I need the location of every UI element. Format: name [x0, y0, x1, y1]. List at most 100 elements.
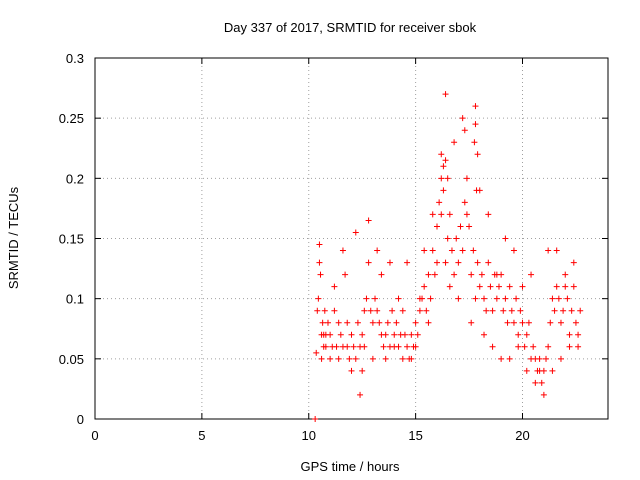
data-point — [378, 271, 385, 278]
data-point — [327, 355, 334, 362]
data-point — [365, 259, 372, 266]
axis-ticks — [94, 57, 608, 420]
data-point — [451, 271, 458, 278]
data-point — [425, 271, 432, 278]
data-point — [401, 331, 408, 338]
data-point — [440, 163, 447, 170]
data-point — [391, 331, 398, 338]
data-point — [421, 247, 428, 254]
data-point — [431, 271, 438, 278]
data-point — [493, 271, 500, 278]
data-point — [412, 319, 419, 326]
data-point — [476, 283, 483, 290]
data-point — [337, 331, 344, 338]
data-point — [483, 307, 490, 314]
data-point — [472, 103, 479, 110]
x-tick-label: 10 — [302, 428, 316, 443]
data-point — [498, 355, 505, 362]
data-point — [566, 343, 573, 350]
data-point — [434, 259, 440, 266]
data-point — [376, 319, 383, 326]
data-point — [577, 307, 584, 314]
data-point — [453, 235, 460, 242]
data-point — [528, 271, 535, 278]
data-point — [320, 331, 327, 338]
y-tick-label: 0.1 — [66, 292, 84, 307]
data-point — [317, 271, 324, 278]
y-tick-label: 0 — [77, 412, 84, 427]
data-point — [324, 319, 331, 326]
data-point — [315, 295, 322, 302]
data-point — [489, 307, 496, 314]
data-point — [564, 295, 571, 302]
data-point — [466, 223, 473, 230]
data-point — [438, 151, 445, 158]
data-point — [470, 247, 477, 254]
grid — [95, 58, 608, 419]
data-point — [538, 379, 545, 386]
data-point — [429, 211, 436, 218]
data-point — [536, 355, 543, 362]
data-point — [321, 307, 328, 314]
data-point — [510, 319, 517, 326]
data-point — [359, 367, 366, 374]
data-point — [352, 229, 359, 236]
data-point — [384, 319, 391, 326]
data-point — [461, 127, 468, 134]
data-point — [380, 343, 387, 350]
data-point — [513, 295, 520, 302]
data-point — [369, 319, 376, 326]
y-tick-label: 0.25 — [59, 111, 84, 126]
data-point — [389, 307, 396, 314]
x-axis-title: GPS time / hours — [301, 459, 400, 474]
data-point — [335, 319, 342, 326]
data-point — [367, 307, 374, 314]
data-point — [530, 343, 537, 350]
data-point — [331, 307, 338, 314]
data-point — [553, 247, 560, 254]
data-point — [485, 259, 492, 266]
data-point — [344, 343, 351, 350]
data-point — [523, 331, 530, 338]
data-point — [515, 343, 522, 350]
data-point — [504, 319, 511, 326]
data-point — [551, 307, 558, 314]
y-tick-label: 0.15 — [59, 232, 84, 247]
data-series — [312, 91, 584, 422]
data-point — [393, 319, 400, 326]
data-point — [557, 355, 564, 362]
data-point — [342, 271, 349, 278]
data-point — [361, 343, 368, 350]
y-tick-label: 0.2 — [66, 171, 84, 186]
chart-title: Day 337 of 2017, SRMTID for receiver sbo… — [224, 20, 477, 35]
data-point — [532, 379, 539, 386]
data-point — [372, 295, 379, 302]
data-point — [316, 241, 323, 248]
data-point — [463, 175, 470, 182]
data-point — [485, 211, 492, 218]
data-point — [459, 115, 466, 122]
data-point — [421, 283, 428, 290]
data-point — [352, 355, 359, 362]
data-point — [519, 319, 526, 326]
data-point — [312, 416, 319, 422]
data-point — [313, 349, 320, 356]
data-point — [562, 283, 569, 290]
data-point — [442, 91, 449, 98]
data-point — [508, 307, 515, 314]
data-point — [547, 319, 554, 326]
data-point — [386, 259, 393, 266]
data-point — [572, 319, 579, 326]
data-point — [399, 307, 406, 314]
data-point — [502, 235, 509, 242]
data-point — [471, 139, 478, 146]
data-point — [399, 355, 406, 362]
data-point — [374, 247, 381, 254]
data-point — [369, 355, 376, 362]
data-point — [412, 343, 419, 350]
data-point — [459, 247, 466, 254]
data-point — [365, 217, 372, 224]
data-point — [316, 259, 323, 266]
data-point — [540, 391, 547, 398]
data-point — [429, 247, 436, 254]
